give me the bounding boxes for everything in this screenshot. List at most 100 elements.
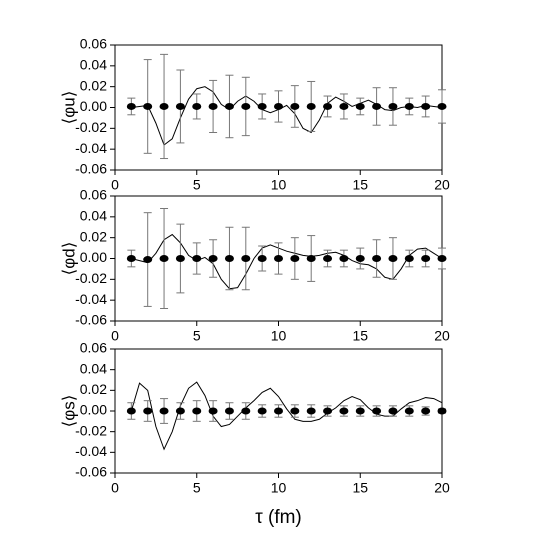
point [126,255,136,262]
y-tick-label: -0.06 [75,312,107,328]
point [437,102,447,110]
y-tick-label: 0.02 [80,381,107,397]
point [257,102,267,110]
x-tick-label: 10 [271,328,287,344]
y-tick-label: 0.04 [80,208,107,224]
point [192,102,202,110]
y-tick-label: 0.06 [80,340,107,356]
point [175,255,185,262]
point [388,102,398,110]
y-tick-label: -0.02 [75,270,107,286]
y-axis-label: ⟨φu⟩ [59,91,78,125]
curve [131,233,443,290]
y-tick-label: -0.06 [75,464,107,480]
point [306,102,316,110]
y-tick-label: 0.02 [80,228,107,244]
point [159,102,169,110]
point [241,255,251,262]
point [143,256,153,264]
point [323,407,333,415]
point [306,407,316,415]
point [355,255,365,262]
point [306,255,316,262]
y-axis-label: ⟨φs⟩ [59,395,78,428]
point [224,102,234,110]
point [241,102,251,110]
point [323,255,333,262]
point [290,407,300,415]
curve [131,86,443,146]
point [274,102,283,110]
point [143,407,153,415]
point [404,102,414,110]
point [143,102,153,110]
point [224,255,234,262]
y-tick-label: 0.00 [80,249,107,265]
y-tick-label: 0.04 [80,57,107,73]
point [372,407,382,415]
point [126,102,136,110]
y-tick-label: -0.02 [75,119,107,135]
point [257,407,267,415]
point [388,255,398,262]
point [437,407,447,415]
x-tick-label: 5 [193,177,201,193]
point [274,407,283,415]
point [159,255,169,262]
x-axis-label: τ (fm) [255,507,302,528]
y-tick-label: 0.04 [80,360,107,376]
point [208,407,218,415]
point [437,255,447,262]
point [372,102,382,110]
point [208,255,218,262]
y-tick-label: 0.02 [80,77,107,93]
x-tick-label: 10 [271,177,287,193]
x-tick-label: 15 [352,480,368,496]
x-tick-label: 0 [111,328,119,344]
x-tick-label: 10 [271,480,287,496]
y-tick-label: -0.04 [75,291,107,307]
point [290,102,300,110]
point [372,255,382,262]
x-tick-label: 15 [352,328,368,344]
x-tick-label: 5 [193,328,201,344]
point [274,255,283,262]
point [192,407,202,415]
point [126,407,136,415]
point [224,407,234,415]
y-tick-label: -0.02 [75,422,107,438]
y-tick-label: -0.06 [75,161,107,177]
x-tick-label: 20 [434,480,450,496]
y-tick-label: 0.06 [80,187,107,203]
x-tick-label: 5 [193,480,201,496]
point [290,255,300,262]
point [339,255,349,262]
x-tick-label: 20 [434,328,450,344]
point [192,255,202,262]
point [175,102,185,110]
y-tick-label: 0.00 [80,402,107,418]
point [388,407,398,415]
point [339,407,349,415]
y-axis-label: ⟨φd⟩ [59,242,78,276]
point [421,407,431,415]
y-tick-label: -0.04 [75,443,107,459]
point [175,407,185,415]
point [241,407,251,415]
y-tick-label: 0.06 [80,36,107,52]
point [404,255,414,262]
point [208,102,218,110]
x-tick-label: 0 [111,480,119,496]
point [159,407,169,415]
point [355,407,365,415]
x-tick-label: 0 [111,177,119,193]
point [404,407,414,415]
x-tick-label: 15 [352,177,368,193]
y-tick-label: -0.04 [75,140,107,156]
point [339,102,349,110]
point [323,102,333,110]
point [257,255,267,262]
y-tick-label: 0.00 [80,98,107,114]
x-tick-label: 20 [434,177,450,193]
